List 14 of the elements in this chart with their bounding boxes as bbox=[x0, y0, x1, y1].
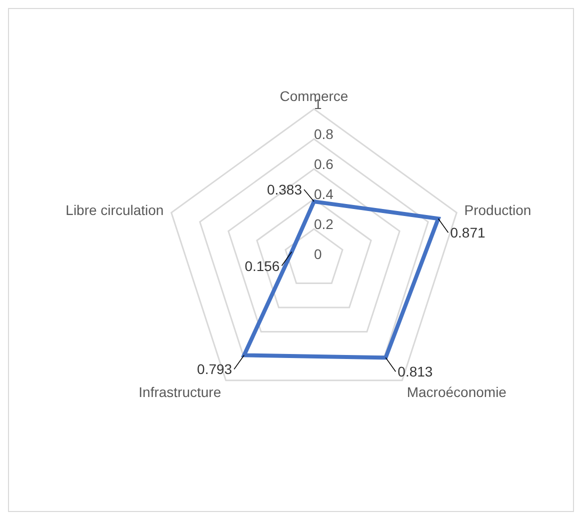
data-label: 0.871 bbox=[450, 224, 486, 241]
spoke-label: Infrastructure bbox=[138, 384, 222, 400]
y-tick-label: 0.6 bbox=[314, 156, 334, 172]
data-label: 0.383 bbox=[266, 182, 302, 198]
spoke-label: Macroéconomie bbox=[406, 384, 507, 400]
y-tick-label: 0 bbox=[314, 246, 322, 262]
spoke-label: Production bbox=[464, 202, 532, 218]
data-label: 0.156 bbox=[244, 258, 280, 274]
data-label: 0.813 bbox=[398, 364, 433, 380]
spoke-label: Libre circulation bbox=[66, 202, 164, 218]
data-label: 0.793 bbox=[197, 361, 232, 378]
y-tick-label: 0.4 bbox=[314, 186, 334, 202]
y-tick-label: 0.2 bbox=[314, 216, 334, 232]
y-tick-label: 0.8 bbox=[314, 126, 334, 142]
